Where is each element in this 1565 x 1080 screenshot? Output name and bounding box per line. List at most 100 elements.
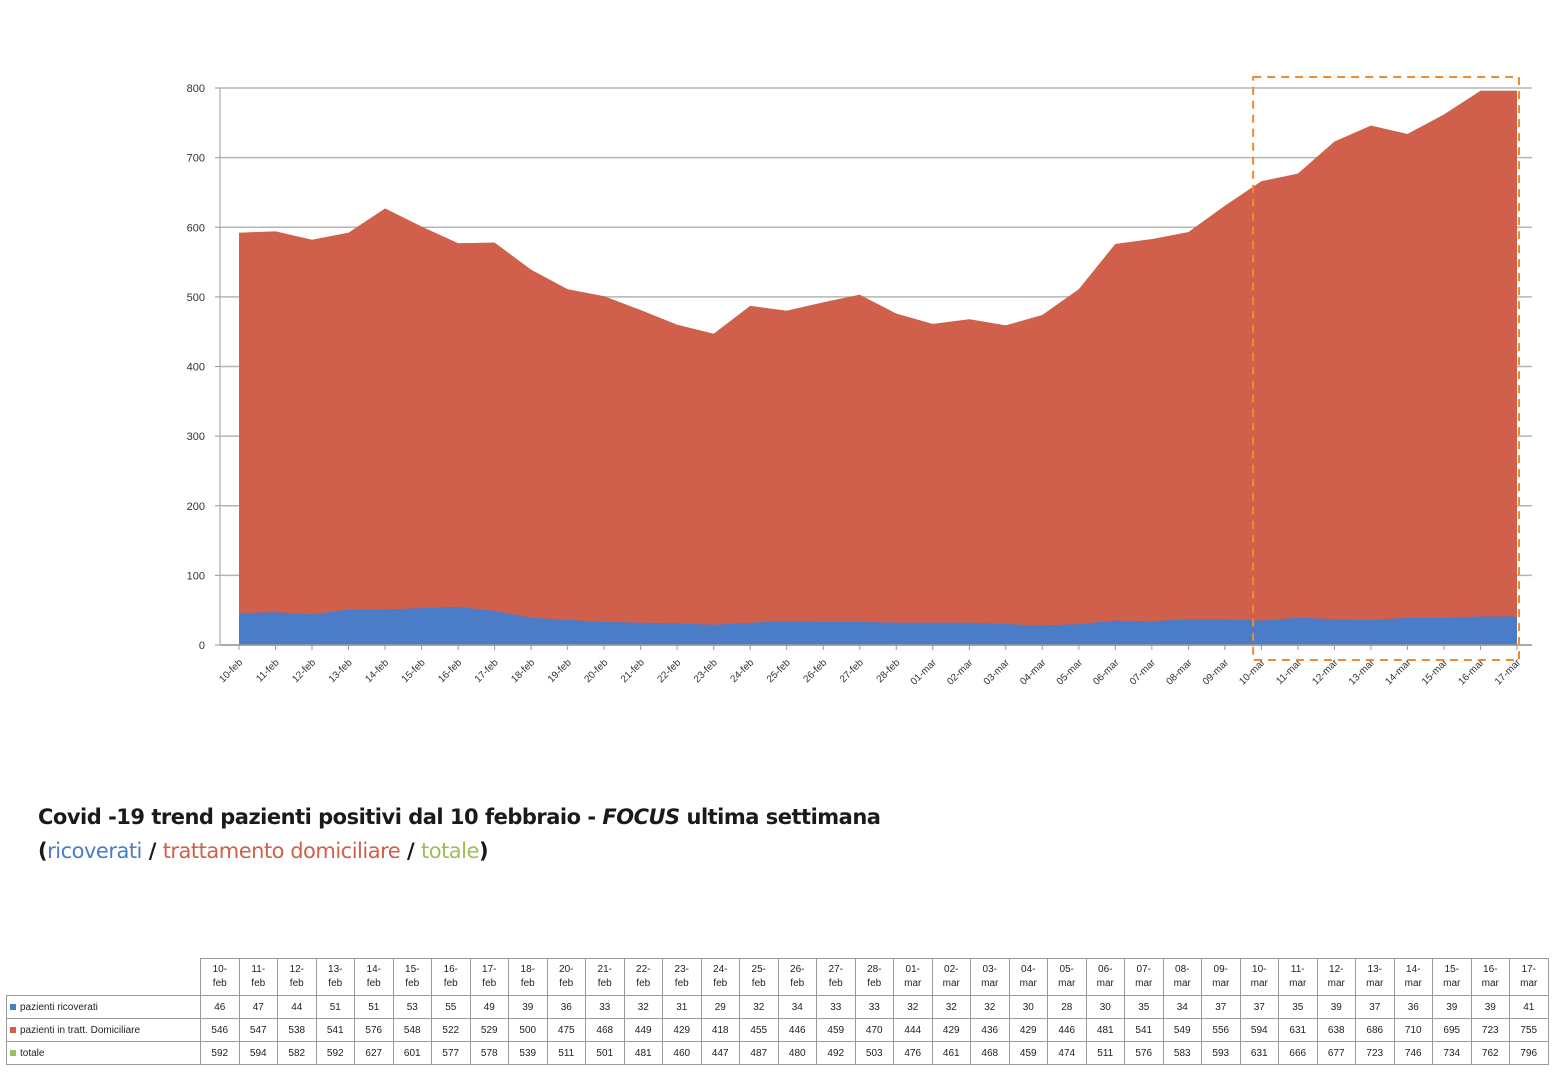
caption-slash: / — [400, 839, 421, 863]
row-label-text: totale — [20, 1047, 45, 1059]
table-cell: 631 — [1278, 1018, 1318, 1042]
legend-swatch-icon — [10, 1049, 16, 1056]
table-cell: 723 — [1470, 1018, 1510, 1042]
table-cell: 481 — [623, 1041, 663, 1065]
table-cell: 37 — [1239, 995, 1279, 1019]
header-month: feb — [405, 978, 420, 989]
table-cell: 470 — [854, 1018, 894, 1042]
header-day: 15- — [405, 964, 420, 975]
header-month: feb — [790, 978, 805, 989]
header-month: mar — [1289, 978, 1307, 989]
header-day: 12- — [289, 964, 304, 975]
table-cell: 446 — [1047, 1018, 1087, 1042]
x-tick-label: 13-feb — [327, 657, 355, 685]
table-cell: 51 — [354, 995, 394, 1019]
header-day: 25- — [751, 964, 766, 975]
table-header-cell: 07- mar — [1124, 958, 1164, 996]
table-cell: 601 — [392, 1041, 432, 1065]
table-cell: 577 — [431, 1041, 471, 1065]
caption-title-end: ultima settimana — [679, 805, 881, 829]
header-month: mar — [1404, 978, 1422, 989]
header-day: 18- — [520, 964, 535, 975]
table-cell: 503 — [854, 1041, 894, 1065]
table-cell: 594 — [1239, 1018, 1279, 1042]
x-tick-label: 16-feb — [436, 657, 464, 685]
table-cell: 449 — [623, 1018, 663, 1042]
table-cell: 627 — [354, 1041, 394, 1065]
table-cell: 592 — [200, 1041, 240, 1065]
x-tick-label: 11-mar — [1274, 657, 1304, 687]
header-month: mar — [1135, 978, 1153, 989]
x-tick-label: 14-feb — [363, 657, 391, 685]
focus-highlight-box — [1252, 76, 1520, 661]
header-month: mar — [1520, 978, 1538, 989]
stacked-area-chart: 0 100 200 300 400 500 600 700 800 10-feb 11-feb 12-… — [187, 76, 1532, 688]
table-cell: 33 — [816, 995, 856, 1019]
table-header-cell: 03- mar — [970, 958, 1010, 996]
x-tick-label: 11-feb — [254, 657, 282, 685]
header-month: mar — [1096, 978, 1114, 989]
table-cell: 44 — [277, 995, 317, 1019]
header-day: 10- — [1252, 964, 1267, 975]
table-cell: 49 — [469, 995, 509, 1019]
table-cell: 522 — [431, 1018, 471, 1042]
table-cell: 418 — [700, 1018, 740, 1042]
x-tick-label: 12-feb — [290, 657, 318, 685]
table-cell: 32 — [970, 995, 1010, 1019]
x-tick-label: 07-mar — [1128, 657, 1159, 688]
table-cell: 55 — [431, 995, 471, 1019]
x-tick-label: 13-mar — [1347, 657, 1378, 688]
table-cell: 500 — [508, 1018, 548, 1042]
table-row-label: pazienti in tratt. Domiciliare — [6, 1018, 201, 1042]
table-row: pazienti in tratt. Domiciliare 546 547 538 5… — [6, 1018, 1549, 1042]
header-day: 01- — [905, 964, 920, 975]
table-cell: 37 — [1355, 995, 1395, 1019]
y-tick-label: 800 — [187, 83, 205, 95]
table-cell: 755 — [1509, 1018, 1549, 1042]
table-header-cell: 14- mar — [1393, 958, 1433, 996]
table-cell: 695 — [1432, 1018, 1472, 1042]
table-header-cell: 08- mar — [1162, 958, 1202, 996]
x-tick-label: 15-feb — [400, 657, 428, 685]
caption-paren-close: ) — [478, 839, 489, 863]
legend-ricoverati: ricoverati — [47, 839, 142, 863]
table-header-cell: 05- mar — [1047, 958, 1087, 996]
table-header-cell: 12- mar — [1316, 958, 1356, 996]
table-cell: 39 — [1470, 995, 1510, 1019]
y-tick-label: 500 — [187, 292, 205, 304]
table-header-cell: 15- mar — [1432, 958, 1472, 996]
header-day: 09- — [1213, 964, 1228, 975]
table-cell: 541 — [315, 1018, 355, 1042]
y-tick-label: 0 — [199, 640, 205, 652]
header-month: feb — [289, 978, 304, 989]
y-tick-label: 600 — [187, 222, 205, 234]
header-month: feb — [482, 978, 497, 989]
header-month: mar — [1173, 978, 1191, 989]
table-header-cell: 16- mar — [1470, 958, 1510, 996]
table-cell: 480 — [777, 1041, 817, 1065]
legend-swatch-icon — [10, 1026, 16, 1033]
table-header-cell: 24- feb — [700, 958, 740, 996]
chart-caption: Covid -19 trend pazienti positivi dal 10… — [38, 800, 881, 868]
table-cell: 34 — [777, 995, 817, 1019]
x-tick-label: 03-mar — [982, 657, 1013, 688]
table-cell: 631 — [1239, 1041, 1279, 1065]
table-cell: 46 — [200, 995, 240, 1019]
table-cell: 677 — [1316, 1041, 1356, 1065]
header-month: mar — [942, 978, 960, 989]
header-day: 10- — [212, 964, 227, 975]
table-cell: 593 — [1201, 1041, 1241, 1065]
x-tick-label: 25-feb — [765, 657, 793, 685]
table-cell: 576 — [1124, 1041, 1164, 1065]
table-cell: 30 — [1008, 995, 1048, 1019]
header-day: 08- — [1175, 964, 1190, 975]
x-tick-label: 24-feb — [728, 657, 756, 685]
x-tick-label: 16-mar — [1456, 657, 1487, 688]
legend-trattamento: trattamento domiciliare — [162, 839, 401, 863]
x-tick-label: 18-feb — [509, 657, 537, 685]
header-day: 28- — [867, 964, 882, 975]
table-cell: 33 — [585, 995, 625, 1019]
header-month: feb — [559, 978, 574, 989]
table-cell: 511 — [546, 1041, 586, 1065]
table-cell: 51 — [315, 995, 355, 1019]
